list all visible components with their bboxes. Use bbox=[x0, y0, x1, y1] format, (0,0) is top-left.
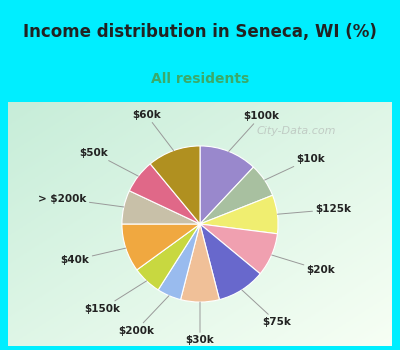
Text: $60k: $60k bbox=[132, 110, 174, 150]
Wedge shape bbox=[200, 224, 260, 300]
Text: $20k: $20k bbox=[272, 255, 335, 275]
Text: All residents: All residents bbox=[151, 72, 249, 86]
Wedge shape bbox=[129, 164, 200, 224]
Text: > $200k: > $200k bbox=[38, 194, 124, 207]
Text: $50k: $50k bbox=[80, 148, 138, 176]
Text: $10k: $10k bbox=[264, 154, 325, 180]
Wedge shape bbox=[200, 224, 278, 274]
Wedge shape bbox=[200, 146, 254, 224]
Text: $30k: $30k bbox=[186, 302, 214, 345]
Wedge shape bbox=[200, 195, 278, 234]
Wedge shape bbox=[180, 224, 220, 302]
Text: $100k: $100k bbox=[229, 111, 279, 152]
Text: $200k: $200k bbox=[118, 296, 169, 336]
Text: $150k: $150k bbox=[84, 281, 146, 314]
Wedge shape bbox=[122, 191, 200, 224]
Wedge shape bbox=[158, 224, 200, 300]
Text: $125k: $125k bbox=[278, 204, 351, 215]
Wedge shape bbox=[200, 167, 272, 224]
Text: $75k: $75k bbox=[242, 290, 291, 327]
Text: Income distribution in Seneca, WI (%): Income distribution in Seneca, WI (%) bbox=[23, 22, 377, 41]
Text: $40k: $40k bbox=[61, 248, 126, 265]
Text: City-Data.com: City-Data.com bbox=[256, 126, 336, 136]
Wedge shape bbox=[150, 146, 200, 224]
Wedge shape bbox=[122, 224, 200, 270]
Wedge shape bbox=[137, 224, 200, 290]
